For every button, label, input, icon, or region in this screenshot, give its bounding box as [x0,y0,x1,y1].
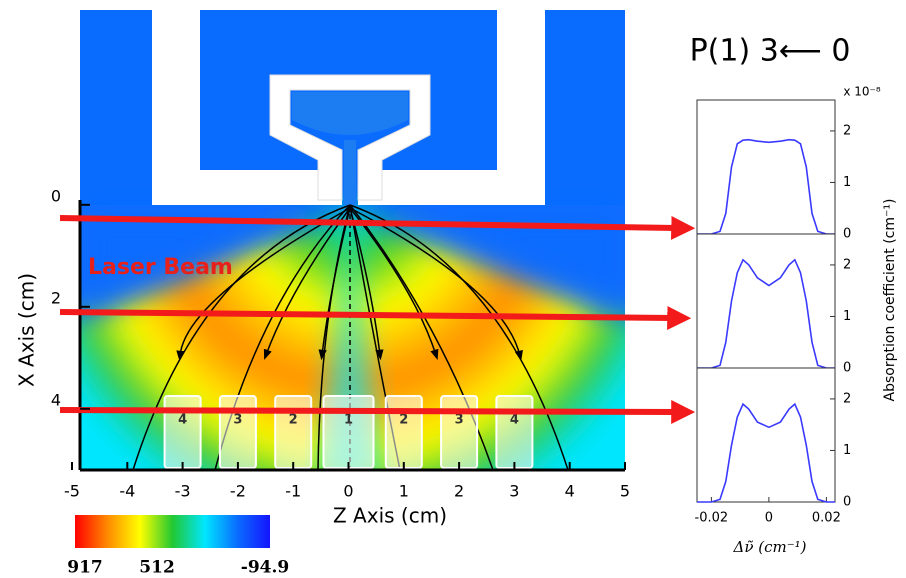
colorbar-label: 512 [139,558,175,578]
x-tick-label: -3 [175,482,191,501]
x-tick-label: 1 [399,482,409,501]
nozzle-structure [152,10,545,205]
laser-beam [59,305,692,330]
x-tick-label: 5 [620,482,630,501]
y-tick-label: 0 [51,186,61,205]
panel-frame [696,233,836,369]
laser-beams [59,215,696,424]
marks: -5 -4 -3 -2 -1 0 1 2 3 4 5 0 2 4 917 512 -94.9 0 1 2 0 1 2 0 1 2 -… [51,99,851,578]
trajectory [318,207,351,361]
nozzle [269,74,431,201]
y-axis-label: Absorption coefficient (cm⁻¹) [882,199,898,402]
zone-label: 2 [289,413,298,428]
overlay [132,204,569,471]
laser-beam [59,399,696,424]
zone-box [274,395,313,469]
x-tick-label: 0.02 [812,511,841,526]
y-tick-label: 0 [843,227,851,242]
colorbar-label: -94.9 [241,558,289,578]
x-tick-label: 4 [565,482,575,501]
zone-box [322,395,375,469]
absorption-line [697,402,835,503]
zone-label: 4 [178,413,187,428]
x-tick-label: 3 [509,482,519,501]
x-axis-label: Δν̃ (cm⁻¹) [733,538,807,556]
trajectory [349,207,439,360]
x-tick-label: 2 [454,482,464,501]
laser-beam [59,215,696,240]
y-tick-label: 0 [843,361,851,376]
x-tick-label: -5 [64,482,80,501]
zone-label: 4 [510,413,519,428]
y-tick-label: 0 [843,495,851,510]
scale-label: x 10⁻⁸ [843,85,881,99]
zone-box [440,395,479,469]
x-tick-label: 0 [765,511,773,526]
trajectory [263,207,351,360]
panel-frame [696,367,836,503]
zone-label: 1 [344,413,353,428]
nozzle-throat [344,140,356,205]
axes [78,200,625,472]
field-edge [350,205,625,320]
trajectories [132,204,569,471]
trajectory [349,204,494,471]
trajectory [317,204,351,471]
y-axis-label: X Axis (cm) [15,273,39,387]
nozzle-chamber [292,92,408,135]
x-tick-label: 0 [343,482,353,501]
zone-label: 3 [233,413,242,428]
x-tick-label: -0.02 [695,511,729,526]
panel-frame [696,99,836,235]
x-axis-label: Z Axis (cm) [333,504,447,528]
absorption-line [697,138,835,235]
annotation: Laser Beam [88,255,233,280]
wall [152,10,342,205]
x-tick-label: -1 [285,482,301,501]
zone-box [218,395,257,469]
y-tick-label: 1 [843,443,851,458]
zone-box [384,395,423,469]
y-tick-label: 2 [843,257,851,272]
y-tick-label: 4 [51,390,61,409]
colorbar-label: 917 [67,558,103,578]
zones: 4 3 2 1 2 3 4 [163,395,534,469]
trajectory [349,207,384,361]
trajectory [176,207,351,362]
zone-box [163,395,202,469]
zone-box [495,395,534,469]
y-tick-label: 1 [843,309,851,324]
zone-label: 2 [399,413,408,428]
y-tick-label: 2 [843,391,851,406]
y-tick-label: 2 [843,123,851,138]
panel-title: P(1) 3⟵ 0 [690,34,851,69]
wall [358,10,545,205]
colorbar [75,515,270,548]
zone-label: 3 [455,413,464,428]
absorption-line [697,258,835,369]
y-tick-label: 1 [843,175,851,190]
x-tick-label: -2 [230,482,246,501]
field-edge [80,205,350,320]
x-tick-label: -4 [119,482,135,501]
trajectory [349,207,523,362]
y-tick-label: 2 [51,288,61,307]
